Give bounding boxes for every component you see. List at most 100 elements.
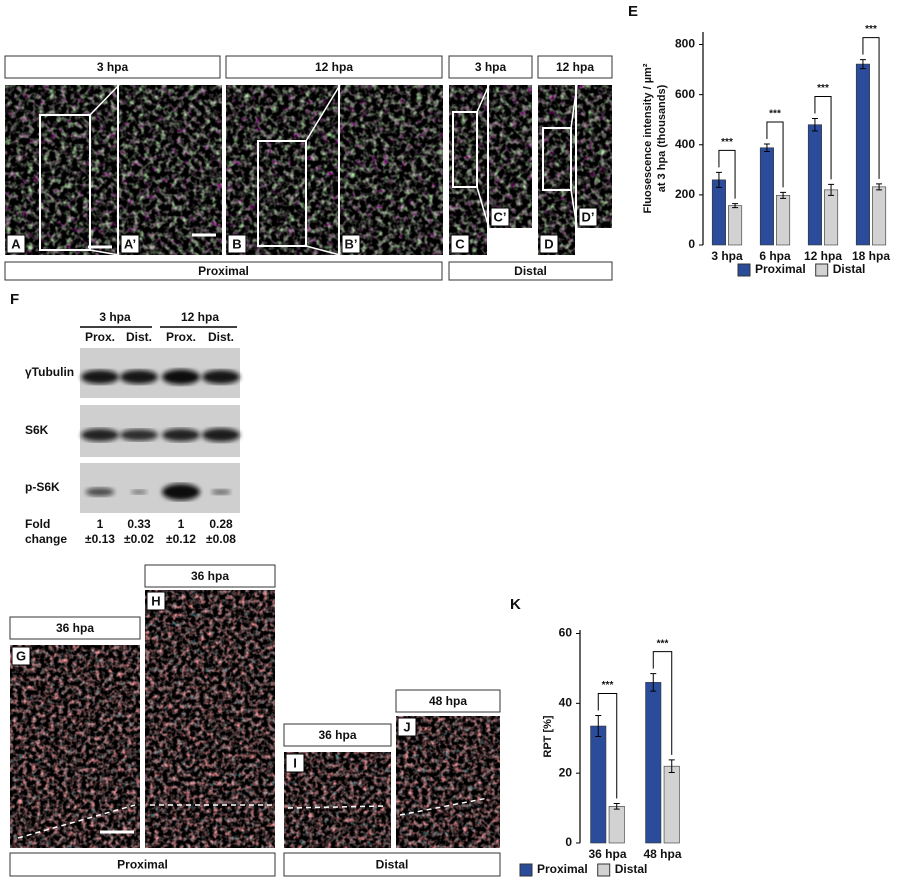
panel-header-box [144,564,276,588]
panel-header-box [9,616,141,640]
significance-bracket [718,149,736,199]
panel-letter-box [341,234,361,254]
panel-letter-box [397,717,417,737]
fold-value: 0.33 [127,517,151,531]
micrograph [340,85,443,255]
panel-letter-box [450,234,470,254]
micrograph [5,85,117,255]
bar [728,205,743,246]
blot-band [131,489,147,495]
zoom-box [39,114,91,251]
panel-letter: G [16,648,26,663]
blot-row: S6K [25,423,49,437]
bar [645,682,662,844]
legend-swatch [737,263,751,277]
error-bar [613,803,620,810]
legend-swatch [815,263,829,277]
micrograph [449,85,487,255]
bar [663,765,680,844]
legend-label: Distal [615,862,648,876]
amputation-line [399,797,489,816]
blot-lane: Prox. [166,330,196,344]
x-tick-label: 48 hpa [643,847,681,861]
panel-letter: B [232,236,241,251]
region-label: Proximal [117,858,168,872]
zoom-line [89,84,120,116]
panel-header: 12 hpa [556,60,594,74]
blot-time: 12 hpa [181,310,219,324]
significance-bracket [766,121,784,188]
fold-label: Fold [25,517,50,531]
error-bar [763,143,770,153]
significance-bracket [652,651,673,755]
panel-header: 3 hpa [475,60,507,74]
fold-error: ±0.13 [85,532,115,546]
zoom-box [542,127,572,191]
panel-header: 36 hpa [318,728,356,742]
blot-band [162,369,200,385]
panel-label: K [510,596,521,613]
micrograph [538,85,575,255]
amputation-line [287,805,387,809]
region-label-box [4,261,443,281]
significance-label: *** [769,109,781,120]
x-tick-label: 12 hpa [804,249,842,263]
zoom-box [452,111,478,188]
error-bar [595,715,602,737]
legend-swatch [597,863,611,877]
y-tick-label: 200 [675,187,695,201]
x-tick-label: 36 hpa [588,847,626,861]
fold-error: ±0.08 [206,532,236,546]
zoom-line [305,245,341,256]
bar [776,195,791,246]
significance-bracket [597,693,618,799]
panel-header: 36 hpa [191,569,229,583]
blot-row: γTubulin [25,365,74,379]
fold-value: 1 [97,517,104,531]
blot-band [81,428,119,442]
y-tick-label: 400 [675,137,695,151]
zoom-line [89,249,120,256]
panel-letter: J [403,719,410,734]
error-bar [811,117,818,132]
fold-error: ±0.02 [124,532,154,546]
zoom-line [305,84,341,142]
panel-letter: D [544,236,553,251]
bar [711,179,726,246]
panel-header: 36 hpa [56,621,94,635]
significance-label: *** [721,137,733,148]
error-bar [650,673,657,692]
bar [608,806,625,844]
bar [590,725,607,844]
error-bar [780,191,787,199]
bar [807,124,822,246]
region-label-box [283,852,501,877]
region-label: Proximal [198,264,249,278]
y-tick-label: 40 [559,695,573,709]
panel-letter: D’ [582,209,595,224]
panel-letter: A’ [124,236,136,251]
blot-band [120,370,158,384]
fold-label: change [25,532,67,546]
region-label-box [448,261,613,281]
bar [759,147,774,246]
error-bar [668,759,675,773]
blot-band [162,483,200,501]
significance-label: *** [602,680,614,691]
panel-letter: I [293,755,297,770]
micrograph [10,645,140,848]
region-label: Distal [514,264,547,278]
error-bar [715,171,722,188]
x-tick-label: 18 hpa [852,249,890,263]
y-tick-label: 60 [559,626,573,640]
panel-header: 48 hpa [429,694,467,708]
panel-letter-box [120,234,140,254]
y-tick-label: 20 [559,765,573,779]
significance-bracket [814,95,832,180]
panel-letter-box [11,646,31,666]
panel-label: E [628,3,638,20]
blot-lane: Dist. [208,330,234,344]
panel-header-box [537,55,613,79]
panel-letter-box [6,234,26,254]
y-tick-label: 0 [688,237,695,251]
